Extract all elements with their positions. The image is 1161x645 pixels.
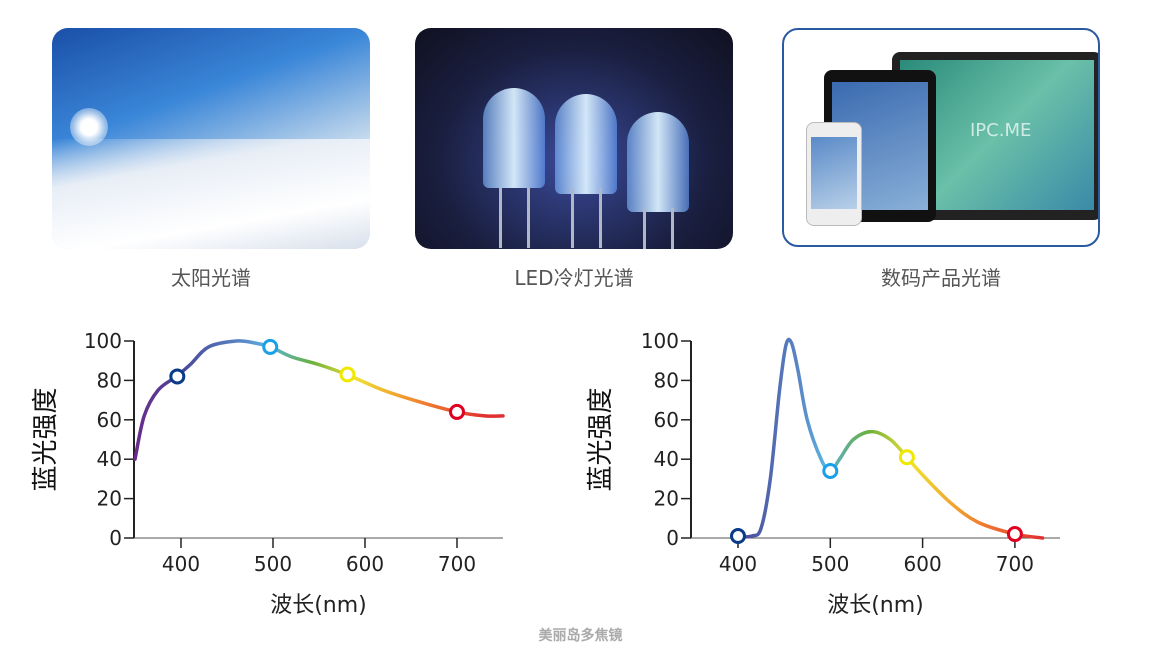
data-marker <box>339 366 356 383</box>
x-axis-label: 波长(nm) <box>270 593 367 618</box>
y-axis-label: 蓝光强度 <box>586 387 616 491</box>
y-tick-label: 80 <box>97 368 122 392</box>
spectrum-line <box>736 337 1045 540</box>
caption-led: LED冷灯光谱 <box>514 266 634 290</box>
x-tick-label: 700 <box>996 552 1034 576</box>
x-tick-label: 600 <box>904 552 942 576</box>
data-marker <box>1006 526 1023 543</box>
y-axis-label: 蓝光强度 <box>31 387 61 491</box>
x-tick-label: 400 <box>719 552 757 576</box>
x-tick-label: 500 <box>254 552 292 576</box>
data-marker <box>730 528 746 545</box>
data-marker <box>262 338 279 355</box>
data-marker <box>449 403 465 420</box>
caption-devices: 数码产品光谱 <box>881 266 1001 290</box>
x-tick-label: 400 <box>162 552 200 576</box>
caption-sunlight: 太阳光谱 <box>171 266 251 290</box>
x-tick-label: 600 <box>346 552 384 576</box>
devices-photo: IPC.ME <box>782 28 1100 247</box>
y-tick-label: 40 <box>654 447 679 471</box>
sunlight-photo <box>52 28 370 249</box>
y-tick-label: 20 <box>654 487 679 511</box>
data-marker <box>169 368 186 385</box>
y-tick-label: 100 <box>84 329 122 353</box>
y-tick-label: 40 <box>97 447 122 471</box>
led-photo <box>415 28 733 249</box>
data-marker <box>898 449 915 466</box>
watermark: 美丽岛多焦镜 <box>538 628 623 644</box>
sun-icon <box>70 108 108 146</box>
y-tick-label: 80 <box>654 368 679 392</box>
y-tick-label: 100 <box>641 329 679 353</box>
x-tick-label: 700 <box>438 552 476 576</box>
laptop-screen-text: IPC.ME <box>970 120 1032 141</box>
y-tick-label: 60 <box>654 408 679 432</box>
y-tick-label: 60 <box>97 408 122 432</box>
y-tick-label: 0 <box>666 526 679 550</box>
y-tick-label: 0 <box>109 526 122 550</box>
spectrum-line <box>133 339 505 461</box>
x-tick-label: 500 <box>811 552 849 576</box>
x-axis-label: 波长(nm) <box>827 593 924 618</box>
data-marker <box>822 463 839 480</box>
y-tick-label: 20 <box>97 487 122 511</box>
